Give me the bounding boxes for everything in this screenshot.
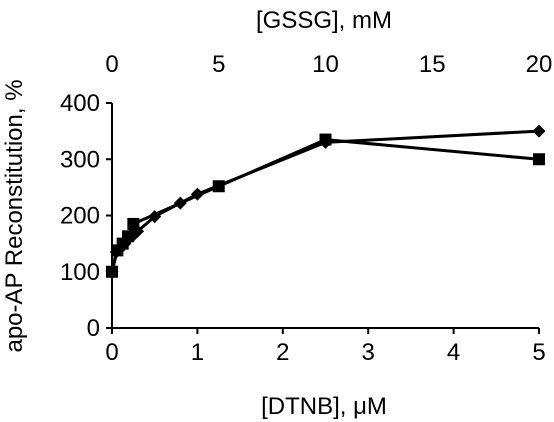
x-ticks: 0 1 2 3 4 5 [105,328,546,366]
series-layer [105,124,546,279]
x2-tick-label: 10 [312,51,339,78]
square-marker [106,265,118,278]
x-tick-label: 0 [105,339,118,366]
x-tick-label: 2 [276,339,289,366]
y-tick-label: 300 [60,146,100,173]
x2-tick-label: 15 [419,51,446,78]
x2-tick-label: 0 [105,51,118,78]
series-square-line [110,138,540,273]
square-marker [212,180,225,193]
x-tick-label: 3 [362,339,375,366]
square-marker [533,153,545,166]
square-marker [122,230,135,243]
diamond-marker [532,124,546,138]
y-tick-label: 100 [60,259,100,286]
x-tick-label: 5 [532,339,545,366]
x2-tick-label: 20 [526,51,553,78]
y-tick-label: 0 [87,315,100,342]
x2-tick-label: 5 [212,51,225,78]
y-axis-title: apo-AP Reconstitution, % [1,79,28,352]
y-ticks: 0 100 200 300 400 [60,90,112,342]
square-marker [127,217,140,230]
x-tick-label: 4 [447,339,460,366]
square-marker [319,133,332,146]
x-axis-title: [DTNB], μM [261,393,387,420]
x-tick-label: 1 [191,339,204,366]
x2-ticks: 0 5 10 15 20 [105,51,552,78]
y-tick-label: 400 [60,90,100,117]
y-tick-label: 200 [60,203,100,230]
x2-axis-title: [GSSG], mM [256,7,392,34]
